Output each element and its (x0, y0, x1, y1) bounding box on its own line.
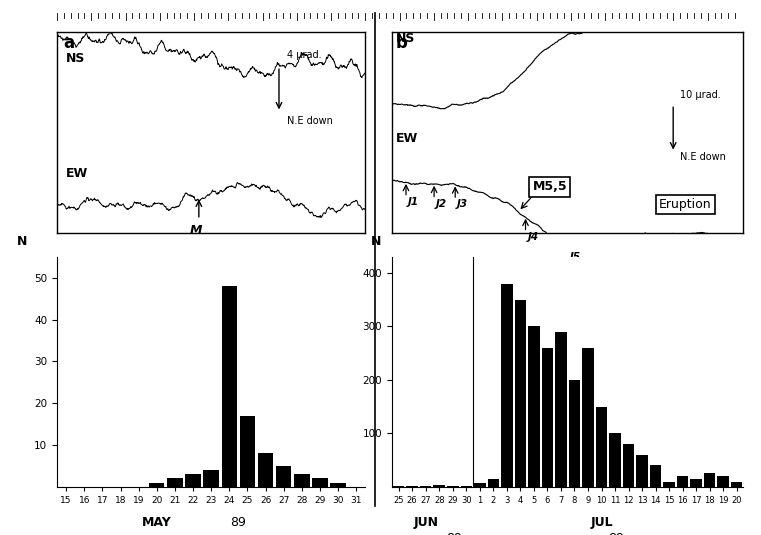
Bar (447, 486, 459, 487)
Bar (460, 486, 472, 487)
Bar (186, 475, 201, 487)
Text: 89: 89 (607, 532, 623, 535)
Text: b: b (396, 34, 407, 52)
Bar (677, 476, 689, 487)
Bar (636, 455, 648, 487)
Text: 10 μrad.: 10 μrad. (680, 90, 721, 100)
Text: J4: J4 (527, 232, 538, 242)
Text: 4 μrad.: 4 μrad. (287, 50, 321, 60)
Text: N.E down: N.E down (680, 152, 726, 163)
Text: Eruption: Eruption (659, 198, 712, 211)
Bar (528, 326, 540, 487)
Text: a: a (63, 34, 75, 52)
Bar (258, 453, 273, 487)
Bar (294, 475, 310, 487)
Bar (704, 473, 715, 487)
Text: JUL: JUL (591, 516, 613, 529)
Bar (731, 482, 743, 487)
Text: N: N (17, 235, 27, 248)
Text: J5: J5 (569, 252, 581, 262)
Text: J1: J1 (408, 197, 419, 207)
Bar (312, 478, 328, 487)
Text: J3: J3 (457, 200, 468, 210)
Bar (167, 478, 183, 487)
Bar (664, 482, 675, 487)
Bar (434, 485, 445, 487)
Bar (718, 476, 729, 487)
Text: NS: NS (396, 32, 415, 45)
Bar (240, 416, 255, 487)
Text: N.E down: N.E down (287, 117, 333, 126)
Bar (393, 486, 404, 487)
Bar (650, 465, 661, 487)
Text: N: N (371, 235, 381, 248)
Bar (610, 433, 621, 487)
Bar (514, 300, 526, 487)
Text: M: M (189, 224, 202, 236)
Text: JUN: JUN (413, 516, 438, 529)
Text: MAY: MAY (142, 516, 172, 529)
Bar (149, 483, 164, 487)
Bar (474, 483, 486, 487)
Bar (330, 483, 345, 487)
Bar (276, 466, 291, 487)
Bar (690, 479, 702, 487)
Text: J2: J2 (436, 199, 447, 209)
Text: 89: 89 (231, 516, 247, 529)
Text: 89: 89 (446, 532, 462, 535)
Bar (556, 332, 567, 487)
Bar (542, 348, 553, 487)
Bar (221, 286, 237, 487)
Bar (420, 486, 431, 487)
Text: M5,5: M5,5 (533, 180, 567, 194)
Bar (406, 486, 418, 487)
Bar (203, 470, 219, 487)
Bar (596, 407, 607, 487)
Text: NS: NS (66, 52, 86, 65)
Text: EW: EW (66, 166, 88, 180)
Bar (488, 479, 499, 487)
Bar (622, 444, 635, 487)
Bar (568, 380, 580, 487)
Bar (582, 348, 594, 487)
Text: EW: EW (396, 133, 418, 146)
Bar (501, 284, 513, 487)
